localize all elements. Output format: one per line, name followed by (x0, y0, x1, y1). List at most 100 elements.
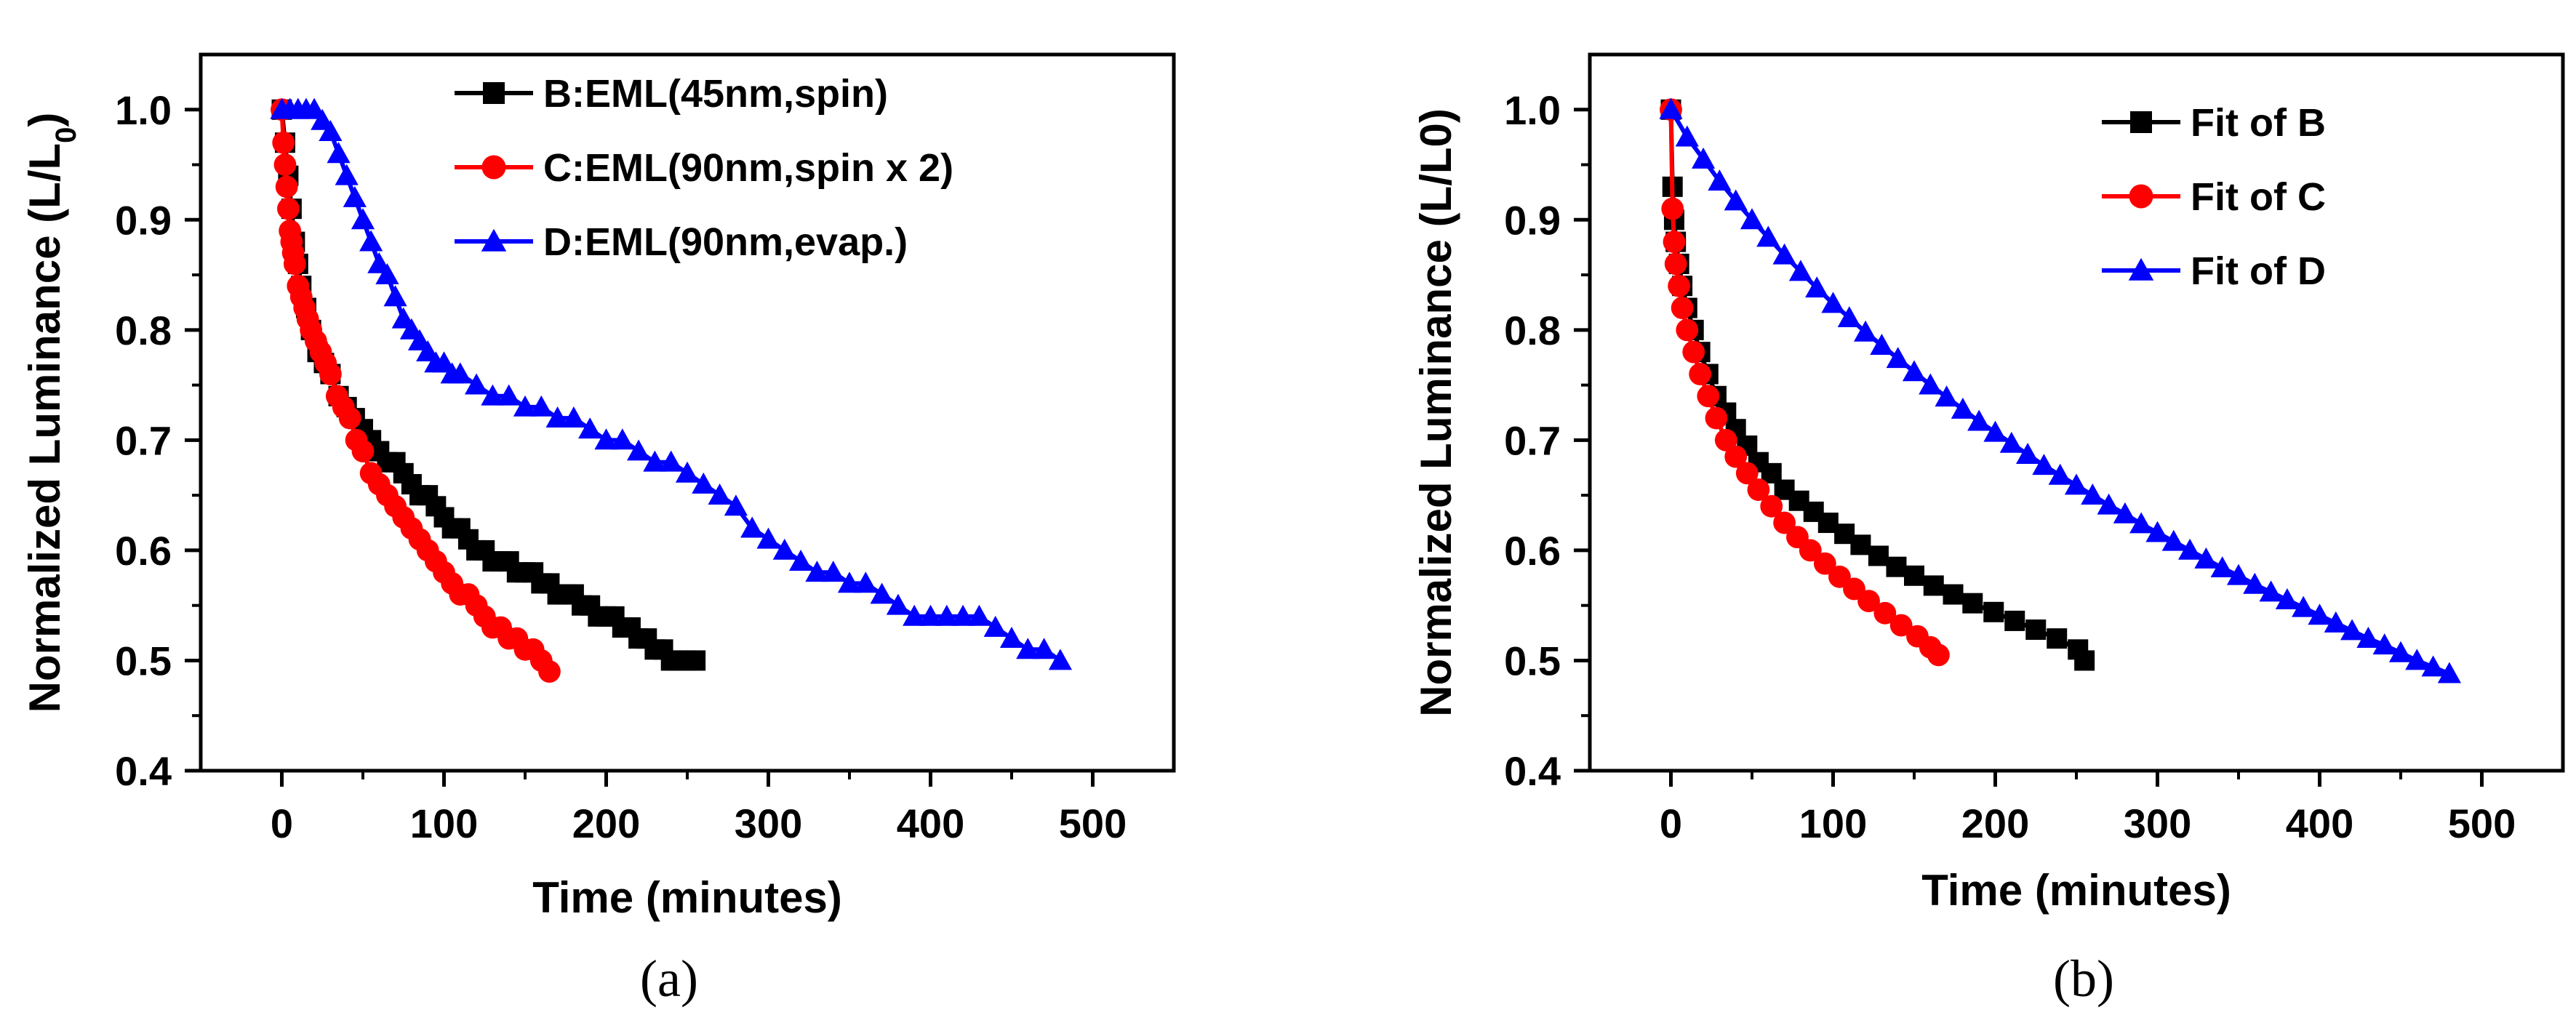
data-point (2292, 595, 2316, 617)
y-tick-label: 1.0 (1504, 87, 1561, 133)
data-point (1983, 420, 2007, 442)
y-tick-label: 0.8 (1504, 308, 1561, 353)
data-point (1886, 347, 1910, 369)
data-point (2081, 484, 2105, 505)
data-point (1951, 397, 1975, 419)
data-point (1682, 340, 1705, 364)
data-point (2226, 563, 2251, 585)
data-point (1943, 584, 1964, 605)
data-point (1032, 638, 1056, 659)
y-axis-title-subscript: 0 (50, 127, 82, 143)
series-line (281, 107, 1062, 662)
data-point (610, 428, 634, 450)
data-point (343, 185, 367, 207)
y-tick-label: 0.6 (115, 528, 172, 574)
data-point (2259, 580, 2283, 602)
data-point (2340, 619, 2364, 641)
legend: B:EML(45nm,spin) C:EML(90nm,spin x 2) D:EM… (455, 72, 953, 264)
x-tick-label: 400 (2286, 801, 2353, 846)
y-axis-title-close: ) (20, 113, 69, 127)
series-line (279, 109, 696, 663)
legend-marker (2130, 111, 2152, 133)
y-axis-title-main: Normalized Luminance (L/L0) (1412, 108, 1460, 717)
data-point (2372, 633, 2396, 655)
data-point (983, 615, 1007, 637)
x-tick-label: 0 (271, 801, 293, 846)
data-point (538, 660, 561, 683)
data-point (319, 363, 342, 385)
data-point (2388, 641, 2413, 662)
legend-marker (481, 228, 507, 252)
x-tick-label: 300 (2124, 801, 2191, 846)
data-point (1724, 445, 1748, 468)
x-tick-label: 100 (410, 801, 478, 846)
data-point (708, 484, 732, 505)
data-point (529, 395, 553, 417)
data-point (1756, 225, 1780, 247)
x-axis-title: Time (minutes) (532, 873, 842, 922)
y-tick-label: 0.7 (1504, 417, 1561, 463)
data-point (756, 527, 780, 549)
data-point (1799, 539, 1822, 562)
data-point (383, 285, 407, 307)
data-point (277, 197, 300, 220)
data-point (2421, 655, 2445, 677)
data-point (740, 516, 764, 538)
legend-marker (2128, 257, 2154, 281)
data-point (1788, 260, 1812, 281)
y-tick-label: 0.9 (115, 197, 172, 243)
data-point (935, 604, 959, 626)
legend-marker (481, 155, 506, 180)
data-point (375, 262, 399, 284)
data-point (919, 604, 943, 626)
data-point (967, 604, 991, 626)
y-axis-title-main: Normalized Luminance (L/L (20, 143, 69, 713)
legend-label: C:EML(90nm,spin x 2) (543, 146, 953, 190)
data-point (1772, 243, 1796, 265)
data-point (2047, 628, 2068, 649)
series-line (1668, 108, 2451, 676)
y-tick-label: 0.7 (115, 417, 172, 463)
panel-label: (a) (640, 950, 698, 1008)
data-point (999, 627, 1024, 649)
data-point (724, 494, 748, 516)
chart-panel-a: 0 100 200 300 400 500 0.4 0.5 0.6 0.7 0.8 0.9 1.0 Tim… (20, 52, 1176, 1008)
legend-label: D:EML(90nm,evap.) (543, 220, 908, 264)
data-point (1724, 189, 1748, 211)
data-point (1805, 276, 1829, 298)
data-point (1854, 320, 1878, 342)
data-point (1967, 409, 1991, 431)
data-point (2210, 556, 2234, 578)
data-point (1708, 169, 1732, 191)
y-axis-title: Normalized Luminance (L/L0) (20, 113, 82, 713)
data-point (837, 571, 862, 593)
y-tick-label: 0.9 (1504, 197, 1561, 243)
data-point (1689, 363, 1712, 385)
x-axis-title: Time (minutes) (1921, 866, 2231, 915)
legend-label: Fit of C (2191, 175, 2326, 219)
x-tick-label: 100 (1799, 801, 1867, 846)
data-point (2113, 502, 2137, 523)
y-tick-label: 0.4 (1504, 748, 1561, 794)
data-point (1663, 230, 1686, 254)
data-point (1868, 545, 1889, 566)
y-tick-label: 0.6 (1504, 528, 1561, 574)
data-point (692, 472, 716, 494)
x-tick-label: 500 (2448, 801, 2516, 846)
data-point (1705, 406, 1728, 430)
data-point (481, 384, 505, 406)
data-point (338, 406, 361, 430)
data-point (2324, 611, 2348, 633)
data-point (2194, 547, 2218, 569)
data-point (821, 561, 845, 582)
data-point (1016, 638, 1040, 659)
data-point (351, 440, 375, 462)
data-point (1668, 274, 1691, 297)
data-point (2243, 572, 2267, 594)
data-point (772, 538, 796, 560)
data-point (578, 417, 602, 439)
series-triangle-3 (1659, 97, 2461, 683)
data-point (805, 561, 829, 582)
data-point (685, 650, 706, 671)
